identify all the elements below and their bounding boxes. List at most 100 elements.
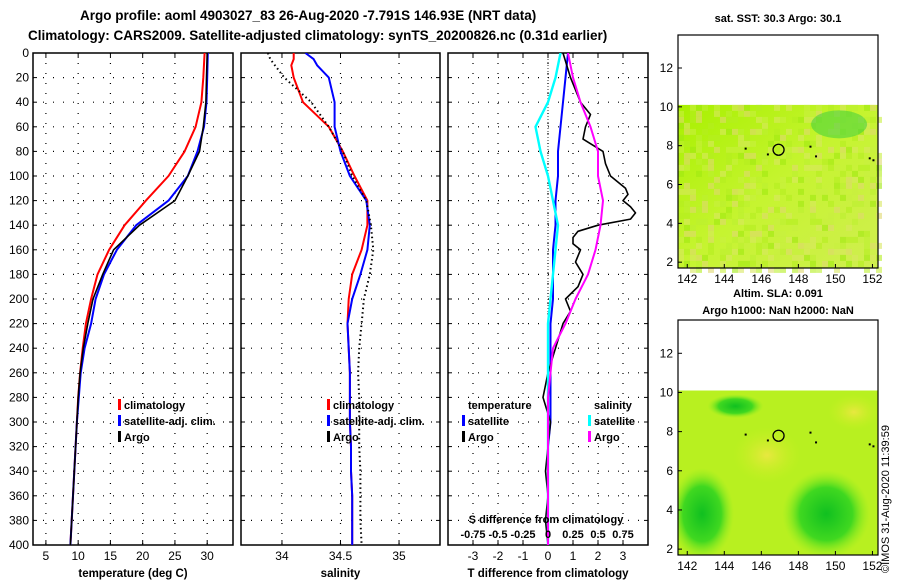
y-tick-label: 60 — [16, 120, 30, 134]
sst-cell — [864, 170, 870, 177]
sst-cell — [840, 146, 846, 153]
sst-cell — [846, 182, 852, 189]
sst-cell — [864, 116, 870, 123]
sst-cell — [756, 230, 762, 237]
sst-cell — [822, 218, 828, 225]
series-line-climatology — [290, 53, 369, 545]
sst-cell — [780, 182, 786, 189]
sst-cell — [792, 218, 798, 225]
sst-cell — [762, 248, 768, 255]
sst-cell — [816, 218, 822, 225]
sst-cell — [876, 158, 882, 165]
series-line-climatology — [69, 53, 206, 545]
sst-cell — [702, 194, 708, 201]
sst-cell — [732, 128, 738, 135]
sst-cell — [780, 176, 786, 183]
sst-cell — [792, 260, 798, 267]
x-tick-label: 5 — [43, 549, 50, 563]
y-tick-label: 40 — [16, 95, 30, 109]
sst-cell — [726, 116, 732, 123]
sst-cell — [858, 212, 864, 219]
sst-cell — [684, 164, 690, 171]
sst-cell — [864, 242, 870, 249]
sst-cell — [876, 170, 882, 177]
island-dot — [815, 155, 818, 158]
sst-cell — [702, 206, 708, 213]
x-tick-label: 148 — [788, 272, 808, 286]
sst-cell — [744, 236, 750, 243]
sst-cell — [720, 170, 726, 177]
sst-cell — [696, 206, 702, 213]
sst-cell — [852, 254, 858, 261]
sst-cell — [792, 248, 798, 255]
y-tick-label: 4 — [666, 503, 673, 517]
x-tick-label: 142 — [677, 272, 697, 286]
sst-cell — [774, 248, 780, 255]
sst-cell — [840, 140, 846, 147]
sst-cell — [684, 260, 690, 267]
sst-cell — [864, 128, 870, 135]
sst-cell — [678, 200, 684, 207]
sst-cell — [870, 176, 876, 183]
sst-cell — [834, 164, 840, 171]
sst-cell — [702, 260, 708, 267]
sst-cell — [744, 182, 750, 189]
x-tick-label: 146 — [751, 272, 771, 286]
sst-cell — [786, 212, 792, 219]
sst-cell — [774, 218, 780, 225]
sst-cell — [798, 200, 804, 207]
sst-cell — [732, 146, 738, 153]
y-tick-label: 380 — [9, 513, 29, 527]
sst-cell — [684, 128, 690, 135]
timestamp: ©IMOS 31-Aug-2020 11:39:59 — [880, 425, 892, 573]
sst-cell — [690, 152, 696, 159]
sst-cell — [726, 194, 732, 201]
sst-cell — [762, 152, 768, 159]
x-tick-label: -3 — [468, 549, 479, 563]
secondary-tick-label: -0.25 — [510, 529, 535, 541]
island-dot — [872, 159, 875, 162]
sst-cell — [876, 116, 882, 123]
y-tick-label: 220 — [9, 317, 29, 331]
sst-cell — [732, 266, 738, 273]
sst-cell — [858, 194, 864, 201]
difference-panel: -3 -2 -1 0 1 2 3 T difference from climatology t… — [447, 52, 649, 580]
sst-cell — [804, 128, 810, 135]
sst-cell — [690, 224, 696, 231]
legend-swatch — [462, 415, 465, 426]
axes-frame — [240, 52, 441, 546]
map-title: sat. SST: 30.3 Argo: 30.1 — [715, 13, 842, 25]
sst-cell — [756, 116, 762, 123]
sst-cell — [870, 182, 876, 189]
x-tick-label: 34 — [275, 549, 289, 563]
sst-cell — [738, 212, 744, 219]
sst-cell — [714, 176, 720, 183]
sst-cell — [786, 194, 792, 201]
sst-cell — [708, 164, 714, 171]
x-tick-label: 146 — [751, 559, 771, 573]
sst-cell — [864, 200, 870, 207]
x-tick-label: 152 — [862, 272, 882, 286]
sst-cell — [702, 158, 708, 165]
y-tick-label: 6 — [666, 464, 673, 478]
sst-cell — [696, 116, 702, 123]
island-dot — [809, 145, 812, 148]
sst-cell — [804, 158, 810, 165]
sst-cell — [792, 254, 798, 261]
sst-cell — [678, 122, 684, 129]
sst-cell — [858, 182, 864, 189]
sst-cell — [822, 158, 828, 165]
island-dot — [815, 441, 818, 444]
sst-cell — [726, 242, 732, 249]
sst-cell — [876, 152, 882, 159]
y-tick-label: 180 — [9, 267, 29, 281]
sst-cell — [726, 170, 732, 177]
y-tick-label: 160 — [9, 243, 29, 257]
legend-label: satellite-adj. clim. — [333, 416, 425, 428]
sst-cell — [732, 230, 738, 237]
sst-cell — [732, 248, 738, 255]
y-tick-label: 340 — [9, 464, 29, 478]
figure-title-line1: Argo profile: aoml 4903027_83 26-Aug-202… — [80, 8, 536, 23]
sst-cell — [804, 104, 810, 111]
sst-cell — [684, 206, 690, 213]
